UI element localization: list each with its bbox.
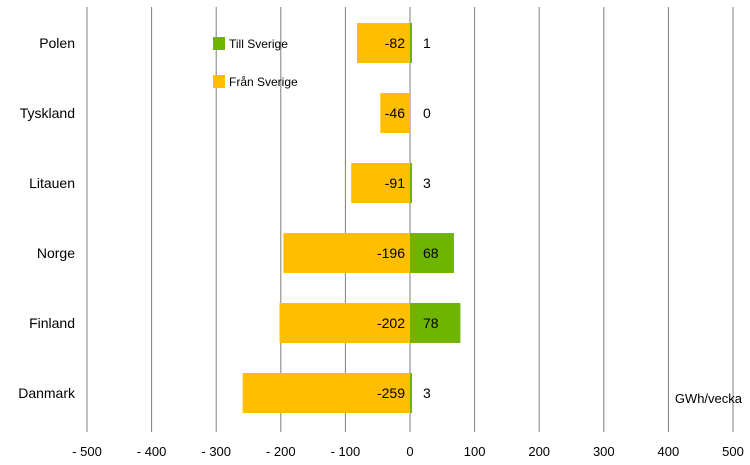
bar-till-sverige [410, 23, 412, 63]
bar-till-sverige [410, 163, 412, 203]
category-label: Tyskland [20, 105, 75, 121]
bar-fran-sverige [380, 93, 410, 133]
data-label-till-sverige: 3 [423, 385, 431, 401]
data-label-fran-sverige: -202 [377, 315, 405, 331]
unit-label: GWh/vecka [675, 391, 743, 406]
category-labels: Polen Tyskland Litauen Norge Finland Danmark [18, 35, 76, 401]
bar-fran-sverige [351, 163, 410, 203]
x-tick-label: - 500 [72, 444, 102, 459]
x-tick-label: - 300 [201, 444, 231, 459]
data-label-fran-sverige: -46 [385, 105, 405, 121]
bar-fran-sverige [279, 303, 410, 343]
data-label-till-sverige: 1 [423, 35, 431, 51]
x-tick-label: 200 [528, 444, 550, 459]
x-tick-label: 0 [406, 444, 413, 459]
legend: Till Sverige Från Sverige [213, 37, 298, 89]
x-tick-label: - 200 [266, 444, 296, 459]
x-tick-label: - 100 [331, 444, 361, 459]
category-label: Norge [37, 245, 75, 261]
x-tick-label: - 400 [137, 444, 167, 459]
bar-till-sverige [410, 373, 412, 413]
bar-fran-sverige [283, 233, 410, 273]
bar-fran-sverige [242, 373, 410, 413]
legend-swatch-till-sverige [213, 37, 225, 50]
x-tick-label: 400 [658, 444, 680, 459]
data-label-till-sverige: 3 [423, 175, 431, 191]
bar-fran-sverige [357, 23, 410, 63]
data-label-fran-sverige: -259 [377, 385, 405, 401]
bars [242, 23, 461, 413]
legend-label-till-sverige: Till Sverige [229, 37, 288, 51]
bar-till-sverige [410, 303, 461, 343]
x-tick-label: 100 [464, 444, 486, 459]
data-label-till-sverige: 0 [423, 105, 431, 121]
category-label: Polen [39, 35, 75, 51]
category-label: Litauen [29, 175, 75, 191]
data-label-till-sverige: 68 [423, 245, 439, 261]
legend-label-fran-sverige: Från Sverige [229, 75, 298, 89]
x-tick-label: 300 [593, 444, 615, 459]
data-label-fran-sverige: -82 [385, 35, 405, 51]
bar-till-sverige [410, 233, 454, 273]
legend-swatch-fran-sverige [213, 75, 225, 88]
x-axis-tick-labels: - 500 - 400 - 300 - 200 - 100 0 100 200 300 400 50… [72, 444, 744, 459]
x-tick-label: 500 [722, 444, 744, 459]
category-label: Danmark [18, 385, 76, 401]
category-label: Finland [29, 315, 75, 331]
grid-lines [86, 7, 734, 432]
data-labels: -82 1 -46 0 -91 3 -196 68 -202 78 -259 3 [377, 35, 439, 401]
data-label-fran-sverige: -196 [377, 245, 405, 261]
data-label-fran-sverige: -91 [385, 175, 405, 191]
data-label-till-sverige: 78 [423, 315, 439, 331]
